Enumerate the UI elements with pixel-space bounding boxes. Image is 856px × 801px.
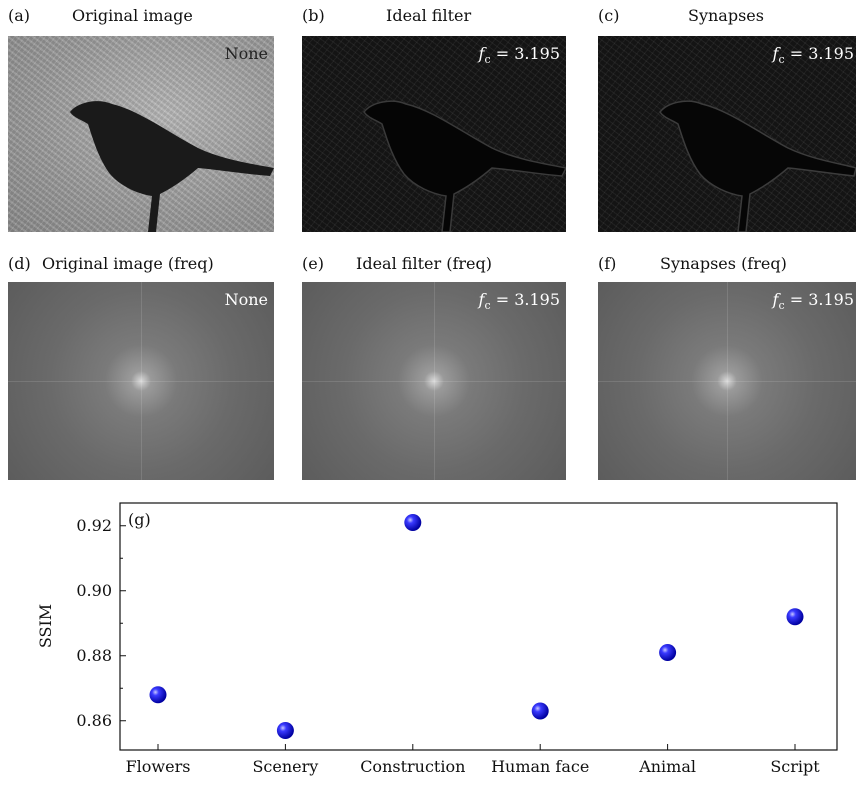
y-tick-label: 0.86 — [76, 711, 112, 730]
crow-silhouette — [70, 101, 274, 232]
ideal-filter-frequency-image: fc = 3.195 — [302, 282, 566, 480]
panel-label: (d) — [8, 254, 31, 273]
fc-overlay: fc = 3.195 — [478, 44, 560, 67]
fc-overlay: fc = 3.195 — [772, 44, 854, 67]
panel-title: Original image (freq) — [42, 254, 214, 273]
fc-overlay: fc = 3.195 — [478, 290, 560, 313]
data-point — [149, 686, 167, 704]
panel-title: Synapses (freq) — [660, 254, 787, 273]
panel-label: (c) — [598, 6, 620, 25]
x-tick-label: Script — [770, 757, 820, 776]
original-frequency-image: None — [8, 282, 274, 480]
data-point — [404, 514, 422, 531]
data-points — [149, 514, 804, 739]
panel-label-g: (g) — [128, 510, 151, 529]
y-axis-ticks: 0.86 0.88 0.90 0.92 — [76, 516, 126, 730]
panel-title: Ideal filter — [386, 6, 472, 25]
crow-original-image: None — [8, 36, 274, 232]
panel-title: Original image — [72, 6, 193, 25]
x-tick-label: Scenery — [252, 757, 318, 776]
panel-label: (a) — [8, 6, 31, 25]
crow-synapses-image: fc = 3.195 — [598, 36, 856, 232]
panel-b-caption: (b) Ideal filter — [302, 6, 471, 25]
panel-c-caption: (c) Synapses — [598, 6, 764, 25]
x-axis-ticks: Flowers Scenery Construction Human face Anim… — [126, 744, 820, 776]
y-axis-label: SSIM — [36, 604, 55, 648]
data-point — [659, 644, 677, 661]
panel-title: Synapses — [688, 6, 764, 25]
synapses-frequency-image: fc = 3.195 — [598, 282, 856, 480]
y-tick-label: 0.88 — [76, 646, 112, 665]
panel-a-caption: (a) Original image — [8, 6, 193, 25]
x-tick-label: Human face — [491, 757, 589, 776]
x-tick-label: Construction — [360, 757, 465, 776]
y-tick-label: 0.90 — [76, 581, 112, 600]
data-point — [531, 702, 549, 720]
plot-frame — [119, 502, 838, 751]
panel-label: (f) — [598, 254, 617, 273]
x-tick-label: Animal — [638, 757, 696, 776]
panel-e-caption: (e) Ideal filter (freq) — [302, 254, 492, 273]
panel-f-caption: (f) Synapses (freq) — [598, 254, 787, 273]
panel-label: (e) — [302, 254, 324, 273]
ssim-scatter-chart: (g) SSIM 0.86 0.88 0.90 0.92 Flowers Scenery… — [36, 502, 838, 776]
panel-label: (b) — [302, 6, 325, 25]
crow-silhouette — [363, 100, 566, 232]
overlay-label: None — [224, 44, 268, 63]
data-point — [276, 722, 294, 739]
crow-silhouette — [659, 100, 856, 232]
panel-d-caption: (d) Original image (freq) — [8, 254, 214, 273]
data-point — [786, 608, 804, 626]
panel-title: Ideal filter (freq) — [356, 254, 492, 273]
y-tick-label: 0.92 — [76, 516, 112, 535]
x-tick-label: Flowers — [126, 757, 191, 776]
fc-overlay: fc = 3.195 — [772, 290, 854, 313]
crow-ideal-filter-image: fc = 3.195 — [302, 36, 566, 232]
overlay-label: None — [224, 290, 268, 309]
